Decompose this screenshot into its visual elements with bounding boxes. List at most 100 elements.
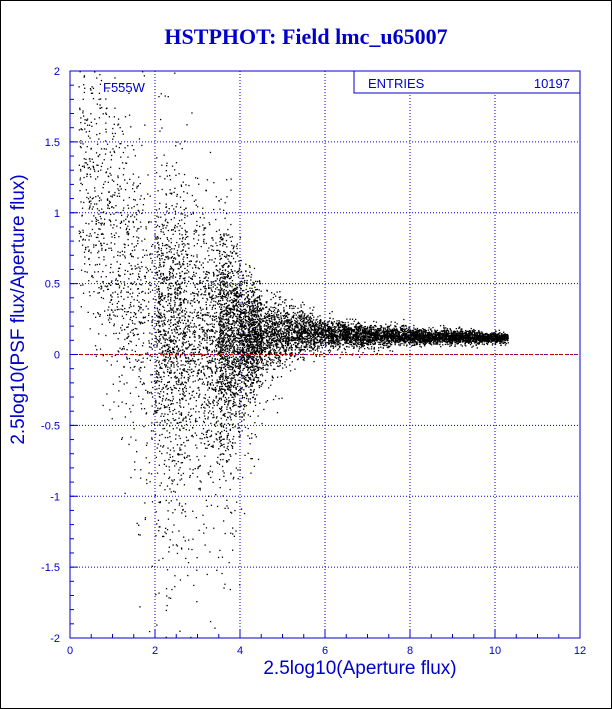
- scatter-point: [263, 325, 265, 327]
- scatter-point: [241, 341, 243, 344]
- scatter-point: [165, 499, 167, 502]
- scatter-point: [225, 256, 227, 258]
- scatter-point: [85, 162, 88, 164]
- scatter-point: [130, 126, 132, 128]
- scatter-point: [218, 354, 221, 356]
- scatter-point: [228, 277, 231, 280]
- scatter-point: [383, 337, 385, 340]
- scatter-point: [379, 342, 381, 344]
- scatter-point: [241, 277, 243, 280]
- scatter-point: [491, 344, 494, 346]
- scatter-point: [258, 338, 261, 341]
- scatter-point: [156, 157, 158, 159]
- scatter-point: [334, 334, 336, 337]
- scatter-point: [180, 360, 182, 362]
- scatter-point: [241, 424, 243, 427]
- scatter-point: [251, 375, 254, 378]
- scatter-point: [144, 321, 146, 324]
- scatter-point: [251, 383, 253, 385]
- scatter-point: [183, 484, 186, 486]
- scatter-point: [394, 321, 396, 323]
- scatter-point: [239, 322, 242, 324]
- scatter-point: [105, 131, 107, 133]
- scatter-point: [179, 372, 181, 374]
- scatter-point: [157, 250, 159, 253]
- scatter-point: [217, 344, 220, 346]
- scatter-point: [472, 329, 474, 332]
- scatter-point: [126, 382, 128, 384]
- scatter-point: [281, 321, 283, 323]
- scatter-point: [243, 413, 245, 415]
- scatter-point: [225, 358, 227, 360]
- scatter-point: [114, 291, 116, 293]
- scatter-point: [395, 337, 397, 340]
- scatter-point: [94, 232, 96, 234]
- scatter-point: [464, 337, 466, 339]
- scatter-point: [358, 325, 360, 328]
- scatter-point: [153, 423, 155, 425]
- scatter-point: [301, 342, 303, 344]
- scatter-point: [121, 315, 123, 317]
- scatter-point: [384, 327, 386, 329]
- scatter-point: [146, 268, 148, 270]
- scatter-point: [283, 327, 285, 330]
- scatter-point: [258, 361, 260, 363]
- scatter-point: [179, 292, 181, 294]
- scatter-point: [408, 338, 410, 340]
- scatter-point: [162, 424, 164, 426]
- scatter-point: [170, 285, 172, 287]
- scatter-point: [103, 183, 105, 185]
- scatter-point: [353, 329, 356, 332]
- scatter-point: [210, 435, 212, 437]
- scatter-point: [399, 343, 402, 345]
- scatter-point: [221, 556, 224, 558]
- scatter-point: [179, 293, 181, 295]
- scatter-point: [224, 532, 226, 535]
- scatter-point: [292, 337, 294, 339]
- scatter-point: [413, 339, 415, 341]
- scatter-point: [216, 367, 218, 369]
- scatter-point: [244, 311, 246, 313]
- scatter-point: [181, 462, 184, 464]
- scatter-point: [195, 267, 197, 269]
- scatter-point: [80, 284, 82, 287]
- scatter-point: [229, 488, 231, 491]
- scatter-point: [162, 398, 164, 400]
- scatter-point: [100, 288, 102, 290]
- scatter-point: [130, 301, 132, 304]
- scatter-point: [284, 299, 286, 301]
- scatter-point: [265, 347, 267, 350]
- scatter-point: [366, 342, 368, 345]
- scatter-point: [237, 300, 240, 302]
- scatter-point: [222, 245, 224, 247]
- scatter-point: [428, 333, 430, 335]
- scatter-point: [121, 374, 123, 376]
- scatter-point: [179, 428, 181, 430]
- scatter-point: [239, 360, 241, 362]
- scatter-point: [206, 365, 208, 367]
- scatter-point: [254, 327, 257, 329]
- scatter-point: [134, 461, 136, 463]
- scatter-point: [325, 334, 327, 336]
- scatter-point: [246, 385, 248, 387]
- scatter-point: [303, 337, 305, 340]
- scatter-point: [166, 252, 168, 254]
- scatter-point: [181, 349, 184, 351]
- scatter-point: [181, 227, 183, 229]
- scatter-point: [203, 406, 205, 408]
- scatter-point: [241, 420, 243, 422]
- scatter-point: [148, 314, 150, 317]
- scatter-point: [271, 315, 274, 317]
- scatter-point: [182, 258, 184, 260]
- scatter-point: [117, 338, 119, 340]
- scatter-point: [138, 273, 140, 275]
- scatter-point: [283, 348, 285, 350]
- scatter-point: [350, 333, 353, 335]
- scatter-point: [285, 336, 287, 338]
- scatter-point: [193, 271, 195, 273]
- scatter-point: [358, 346, 361, 348]
- scatter-point: [495, 338, 497, 340]
- scatter-point: [199, 225, 201, 228]
- scatter-point: [255, 375, 258, 377]
- scatter-point: [118, 287, 121, 289]
